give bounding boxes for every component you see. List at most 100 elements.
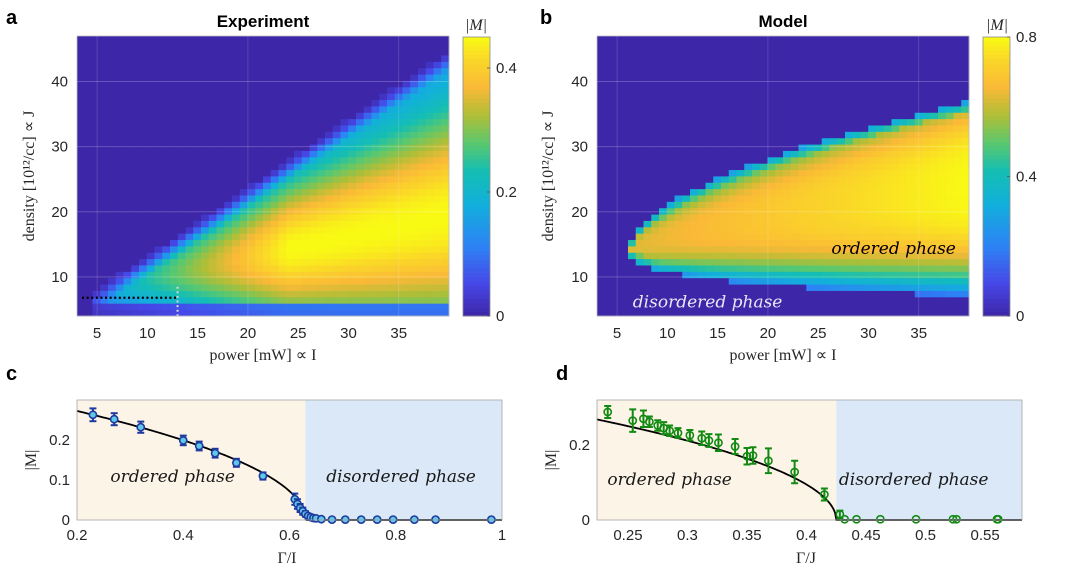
heatmap-cell: [759, 36, 768, 43]
heatmap-cell: [899, 188, 908, 196]
heatmap-cell: [612, 296, 621, 304]
heatmap-cell: [115, 220, 124, 228]
heatmap-cell: [728, 61, 737, 69]
heatmap-cell: [410, 86, 419, 94]
heatmap-cell: [705, 309, 714, 317]
heatmap-cell: [208, 207, 217, 215]
heatmap-cell: [224, 80, 233, 88]
heatmap-cell: [301, 48, 310, 56]
heatmap-cell: [92, 118, 101, 126]
heatmap-cell: [651, 309, 660, 317]
heatmap-cell: [736, 99, 745, 107]
heatmap-cell: [224, 309, 233, 317]
heatmap-cell: [876, 80, 885, 88]
heatmap-cell: [922, 220, 931, 228]
heatmap-cell: [728, 309, 737, 317]
heatmap-cell: [371, 48, 380, 56]
heatmap-cell: [325, 220, 334, 228]
colorbar-segment: [983, 185, 1010, 191]
heatmap-cell: [77, 271, 86, 279]
heatmap-cell: [425, 182, 434, 190]
heatmap-cell: [659, 93, 668, 101]
heatmap-cell: [100, 195, 109, 202]
heatmap-cell: [767, 67, 776, 75]
heatmap-cell: [363, 201, 372, 209]
heatmap-cell: [651, 36, 660, 43]
heatmap-cell: [239, 188, 248, 196]
heatmap-cell: [177, 201, 186, 209]
heatmap-cell: [690, 277, 699, 285]
marker: [875, 514, 885, 524]
x-ticks-d: 0.25 0.3 0.35 0.4 0.45 0.5 0.55: [613, 527, 999, 544]
heatmap-cell: [247, 201, 256, 209]
heatmap-cell: [837, 112, 846, 120]
colorbar-segment: [983, 298, 1010, 304]
heatmap-cell: [845, 188, 854, 196]
heatmap-cell: [899, 195, 908, 202]
heatmap-cell: [170, 252, 179, 260]
heatmap-cell: [953, 80, 962, 88]
heatmap-cell: [162, 125, 171, 132]
heatmap-cell: [597, 252, 606, 260]
heatmap-cell: [193, 265, 202, 272]
heatmap-cell: [185, 277, 194, 285]
heatmap-cell: [232, 226, 241, 234]
heatmap-cell: [759, 277, 768, 285]
heatmap-cell: [628, 93, 637, 101]
heatmap-cell: [410, 150, 419, 158]
heatmap-cell: [604, 80, 613, 88]
heatmap-cell: [767, 163, 776, 171]
heatmap-cell: [612, 303, 621, 311]
heatmap-cell: [759, 150, 768, 158]
heatmap-cell: [325, 176, 334, 183]
heatmap-cell: [682, 150, 691, 158]
heatmap-cell: [744, 226, 753, 234]
heatmap-cell: [332, 169, 341, 177]
heatmap-cell: [721, 176, 730, 183]
heatmap-cell: [752, 284, 761, 291]
heatmap-cell: [185, 99, 194, 107]
heatmap-cell: [713, 137, 722, 145]
heatmap-cell: [759, 265, 768, 272]
heatmap-cell: [270, 93, 279, 101]
heatmap-cell: [418, 150, 427, 158]
heatmap-cell: [868, 214, 877, 221]
heatmap-cell: [340, 290, 349, 298]
heatmap-cell: [123, 226, 132, 234]
heatmap-cell: [752, 118, 761, 126]
heatmap-cell: [767, 106, 776, 113]
heatmap-cell: [263, 93, 272, 101]
heatmap-cell: [146, 201, 155, 209]
heatmap-cell: [767, 36, 776, 43]
heatmap-cell: [837, 118, 846, 126]
heatmap-cell: [860, 42, 869, 50]
heatmap-cell: [938, 201, 947, 209]
colorbar-segment: [983, 311, 1010, 317]
heatmap-cell: [953, 195, 962, 202]
heatmap-cell: [425, 163, 434, 171]
heatmap-cell: [363, 61, 372, 69]
heatmap-cell: [868, 258, 877, 266]
colorbar-segment: [463, 93, 490, 99]
heatmap-cell: [930, 169, 939, 177]
heatmap-cell: [270, 144, 279, 151]
heatmap-cell: [697, 86, 706, 94]
heatmap-cell: [783, 290, 792, 298]
heatmap-cell: [425, 239, 434, 247]
heatmap-cell: [666, 226, 675, 234]
heatmap-cell: [363, 99, 372, 107]
heatmap-cell: [728, 233, 737, 241]
heatmap-cell: [721, 99, 730, 107]
heatmap-cell: [131, 214, 140, 221]
heatmap-cell: [899, 150, 908, 158]
heatmap-cell: [294, 309, 303, 317]
heatmap-cell: [604, 55, 613, 62]
heatmap-cell: [263, 303, 272, 311]
heatmap-cell: [92, 226, 101, 234]
heatmap-cell: [953, 156, 962, 164]
heatmap-cell: [77, 252, 86, 260]
heatmap-cell: [790, 195, 799, 202]
heatmap-cell: [628, 258, 637, 266]
heatmap-cell: [837, 176, 846, 183]
heatmap-cell: [814, 195, 823, 202]
